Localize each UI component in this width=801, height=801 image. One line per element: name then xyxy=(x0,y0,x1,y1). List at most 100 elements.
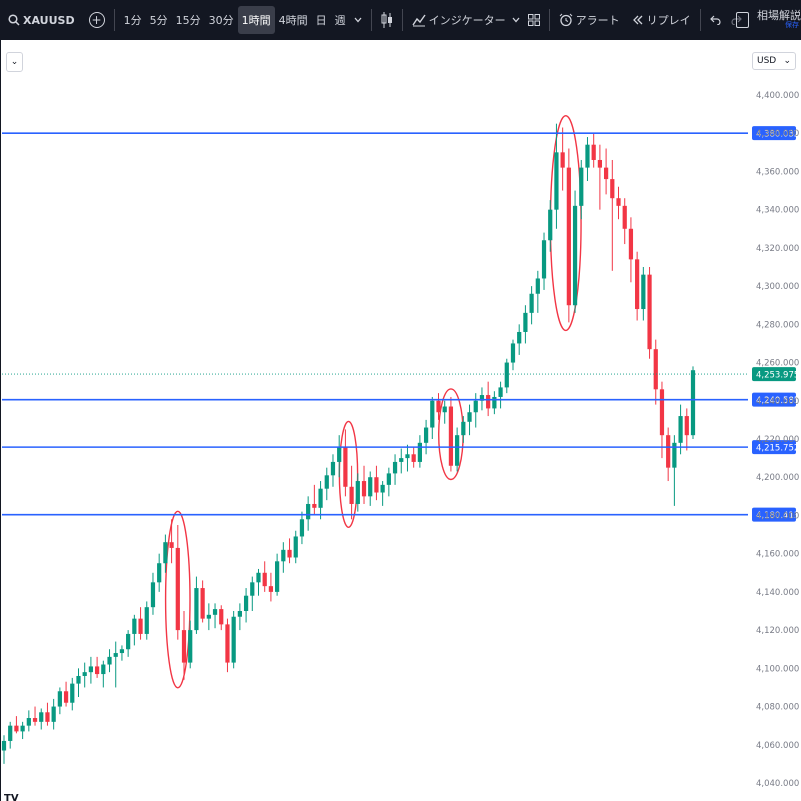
y-tick-label: 4,080.000 xyxy=(756,703,799,713)
chart-type-button[interactable] xyxy=(377,6,397,34)
indicators-button[interactable]: インジケーター xyxy=(408,6,524,34)
candle-body xyxy=(548,209,553,241)
candle xyxy=(256,568,261,596)
candle-body xyxy=(417,442,422,462)
candle xyxy=(343,429,348,497)
chevron-down-icon: ⌄ xyxy=(783,56,791,66)
layout-button[interactable] xyxy=(524,6,544,34)
candle-body xyxy=(541,240,547,279)
redo-button[interactable] xyxy=(726,6,746,34)
candle xyxy=(399,448,404,474)
candle-body xyxy=(473,400,478,413)
candle-body xyxy=(306,503,311,520)
candle xyxy=(318,481,323,520)
candle-body xyxy=(119,649,125,654)
candle xyxy=(181,611,187,680)
candle-body xyxy=(57,691,62,707)
candle-body xyxy=(479,395,485,401)
candle xyxy=(492,391,497,415)
candle-body xyxy=(231,616,236,663)
candle xyxy=(163,534,168,573)
candle xyxy=(63,681,69,707)
candle-body xyxy=(461,421,466,436)
indicators-label: インジケーター xyxy=(428,14,506,27)
fullscreen-square-icon[interactable] xyxy=(736,12,749,28)
replay-button[interactable]: リプレイ xyxy=(628,6,695,34)
candle-body xyxy=(281,549,286,562)
candle xyxy=(461,416,466,443)
market-commentary[interactable]: 相場解説 保存 xyxy=(757,10,801,30)
horizontal-line-price-tag xyxy=(752,126,796,141)
highlight-ellipse[interactable] xyxy=(164,510,191,689)
candle xyxy=(144,601,149,640)
alert-button[interactable]: アラート xyxy=(555,6,624,34)
candle xyxy=(585,137,590,181)
candle-body xyxy=(101,664,106,675)
candle xyxy=(517,324,522,355)
candle xyxy=(641,267,646,321)
compare-symbol-button[interactable]: + xyxy=(85,6,109,34)
candle-body xyxy=(448,406,454,466)
candle xyxy=(442,400,447,424)
rewind-icon xyxy=(632,15,643,25)
candle-body xyxy=(1,740,7,751)
candle-body xyxy=(343,446,348,487)
candle xyxy=(250,576,255,611)
top-right-group: 相場解説 保存 xyxy=(736,0,801,40)
interval-week[interactable]: 週 xyxy=(334,14,346,27)
candle-body xyxy=(32,718,38,722)
candle xyxy=(541,232,547,290)
candle-body xyxy=(616,198,621,206)
interval-15m[interactable]: 15分 xyxy=(175,14,201,27)
candle-body xyxy=(243,595,249,611)
candle xyxy=(684,408,689,451)
candle-body xyxy=(144,607,149,634)
candle xyxy=(411,446,416,468)
candle-body xyxy=(517,331,522,344)
candle-body xyxy=(504,362,509,388)
candle-body xyxy=(585,144,590,168)
candle xyxy=(113,641,118,688)
alert-label: アラート xyxy=(575,14,620,27)
toolbar-divider xyxy=(699,9,701,31)
candle xyxy=(560,127,565,191)
candle xyxy=(306,496,311,531)
candle xyxy=(566,148,571,323)
interval-30m[interactable]: 30分 xyxy=(208,14,234,27)
horizontal-lines: 4,380.032 4,240.585 4,215.752 4,180.413 4,25… xyxy=(2,126,799,522)
interval-4h[interactable]: 4時間 xyxy=(278,14,308,27)
candle xyxy=(26,710,31,732)
candle-body xyxy=(591,144,596,160)
horizontal-line-price-tag xyxy=(752,392,796,407)
candle-body xyxy=(163,542,168,564)
interval-1h[interactable]: 1時間 xyxy=(237,6,275,34)
symbol-search[interactable]: XAUUSD xyxy=(4,6,79,34)
candle-body xyxy=(169,542,174,548)
candle xyxy=(138,607,143,640)
interval-dropdown[interactable] xyxy=(350,6,366,34)
candle xyxy=(554,123,559,229)
chart-pane[interactable] xyxy=(0,40,801,801)
candle xyxy=(206,603,211,631)
undo-button[interactable] xyxy=(706,6,726,34)
highlight-ellipse[interactable] xyxy=(338,420,359,528)
interval-1m[interactable]: 1分 xyxy=(123,14,142,27)
candle-body xyxy=(63,691,69,703)
price-axis: 4,400.000 4,380.000 4,360.000 4,340.000 4,32… xyxy=(756,91,799,789)
toolbar-divider xyxy=(548,9,550,31)
candle-body xyxy=(610,179,615,199)
candle-body xyxy=(150,582,156,608)
candle xyxy=(312,484,317,516)
candle xyxy=(225,618,230,673)
candle xyxy=(175,525,180,640)
candle-body xyxy=(14,725,19,732)
candle xyxy=(231,611,236,669)
currency-selector[interactable]: USD ⌄ xyxy=(752,52,796,70)
candle-body xyxy=(486,395,491,409)
layout-grid-icon xyxy=(527,14,540,26)
interval-day[interactable]: 日 xyxy=(315,14,327,27)
collapse-legend-button[interactable]: ⌄ xyxy=(6,52,23,72)
interval-5m[interactable]: 5分 xyxy=(149,14,168,27)
candle-body xyxy=(430,400,435,428)
